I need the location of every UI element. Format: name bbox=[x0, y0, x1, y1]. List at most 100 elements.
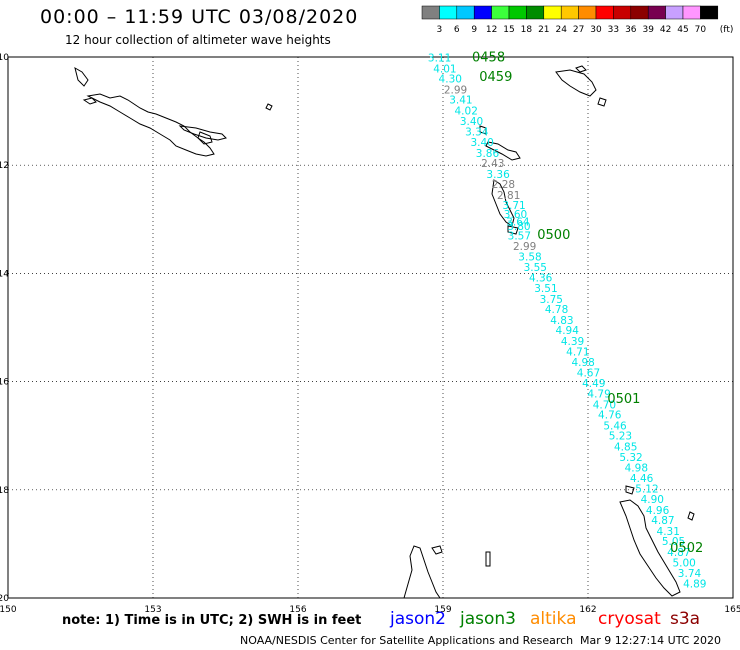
swh-value: 4.46 bbox=[630, 473, 654, 485]
coastline-island-g bbox=[431, 545, 443, 555]
legend-swatch bbox=[647, 5, 666, 20]
swh-value: 4.89 bbox=[683, 578, 706, 590]
mission-jason2: jason2 bbox=[390, 609, 446, 629]
time-label: 0458 bbox=[472, 50, 505, 65]
footer-note: note: 1) Time is in UTC; 2) SWH is in fe… bbox=[62, 613, 362, 628]
coastline-island-b bbox=[197, 131, 213, 145]
lon-tick-label: 156 bbox=[289, 605, 306, 615]
swh-value: 4.85 bbox=[614, 442, 637, 454]
swh-value: 2.28 bbox=[492, 179, 515, 191]
swh-value: 2.81 bbox=[497, 190, 520, 202]
legend-unit: (ft) bbox=[720, 25, 734, 35]
legend-label: 15 bbox=[503, 25, 514, 35]
coastline-bougainville-north bbox=[86, 93, 215, 157]
lon-tick-label: 162 bbox=[579, 605, 596, 615]
lat-tick-label: -20 bbox=[0, 594, 9, 604]
swh-value: 3.60 bbox=[504, 209, 527, 221]
swh-value: 3.71 bbox=[502, 200, 525, 212]
legend-swatch bbox=[421, 5, 440, 20]
legend-swatch bbox=[700, 5, 719, 20]
map-border bbox=[7, 56, 734, 599]
lat-tick-label: -10 bbox=[0, 53, 9, 63]
legend-swatch bbox=[560, 5, 579, 20]
swh-value: 4.70 bbox=[593, 399, 616, 411]
mission-jason3: jason3 bbox=[460, 609, 516, 629]
swh-value: 4.49 bbox=[582, 378, 605, 390]
swh-value: 3.55 bbox=[524, 262, 547, 274]
altimeter-track: 3.114.014.302.993.414.023.403.343.403.86… bbox=[428, 53, 707, 591]
swh-value: 4.67 bbox=[577, 367, 600, 379]
swh-value: 3.58 bbox=[518, 252, 541, 264]
swh-value: 2.43 bbox=[481, 158, 504, 170]
mission-s3a: s3a bbox=[670, 609, 701, 629]
time-label: 0501 bbox=[607, 392, 640, 407]
swh-value: 3.41 bbox=[449, 95, 472, 107]
swh-value: 4.30 bbox=[439, 74, 462, 86]
lon-tick-label: 165 bbox=[724, 605, 740, 615]
swh-value: 5.00 bbox=[672, 557, 695, 569]
swh-value: 3.57 bbox=[508, 231, 531, 243]
legend-label: 27 bbox=[573, 25, 584, 35]
swh-value: 4.90 bbox=[641, 494, 664, 506]
coastline-upper-right-b bbox=[575, 65, 587, 73]
legend-label: 6 bbox=[454, 25, 460, 35]
coastline-australia bbox=[403, 545, 441, 599]
lat-tick-label: -14 bbox=[0, 269, 9, 279]
legend-swatch bbox=[682, 5, 701, 20]
coastline-guadalcanal bbox=[485, 141, 521, 161]
swh-value: 3.11 bbox=[428, 53, 451, 65]
swh-value: 3.86 bbox=[476, 148, 500, 160]
legend-label: 9 bbox=[471, 25, 477, 35]
swh-value: 4.79 bbox=[587, 389, 610, 401]
coastline-rennell bbox=[507, 225, 519, 235]
coastline-makira bbox=[491, 179, 515, 227]
swh-value: 2.99 bbox=[513, 241, 536, 253]
legend-label: 45 bbox=[677, 25, 688, 35]
coastline-malaita bbox=[479, 125, 487, 135]
coastline-island-a bbox=[178, 125, 227, 141]
swh-value: 4.01 bbox=[433, 63, 456, 75]
coastline-island-f bbox=[687, 511, 695, 521]
coastline-island-c bbox=[82, 97, 97, 105]
time-label: 0500 bbox=[537, 228, 570, 243]
legend-swatch bbox=[508, 5, 527, 20]
legend-swatch bbox=[491, 5, 510, 20]
lon-tick-label: 153 bbox=[144, 605, 161, 615]
coastline-island-e bbox=[625, 485, 635, 495]
legend-label: 24 bbox=[555, 25, 567, 35]
lon-tick-label: 159 bbox=[434, 605, 451, 615]
swh-value: 3.40 bbox=[470, 137, 493, 149]
swh-value: 5.23 bbox=[609, 431, 632, 443]
legend-label: 36 bbox=[625, 25, 637, 35]
swh-value: 4.78 bbox=[545, 304, 568, 316]
generated-timestamp: Mar 9 12:27:14 UTC 2020 bbox=[580, 634, 721, 647]
swh-value: 3.80 bbox=[507, 221, 530, 233]
map-subtitle: 12 hour collection of altimeter wave hei… bbox=[65, 33, 331, 47]
coastline-upper-right-a bbox=[555, 69, 597, 97]
lat-tick-label: -18 bbox=[0, 486, 9, 496]
coastline-new-ireland bbox=[74, 66, 89, 87]
swh-value: 4.31 bbox=[657, 526, 680, 538]
coastline-island-d bbox=[265, 103, 273, 111]
legend-swatch bbox=[630, 5, 649, 20]
swh-value: 4.71 bbox=[566, 346, 589, 358]
legend-swatch bbox=[526, 5, 545, 20]
swh-value: 4.96 bbox=[646, 505, 670, 517]
swh-value: 4.98 bbox=[571, 357, 594, 369]
swh-value: 5.12 bbox=[635, 484, 658, 496]
swh-value: 3.74 bbox=[678, 568, 702, 580]
time-label: 0502 bbox=[670, 541, 703, 556]
legend-swatch bbox=[439, 5, 458, 20]
swh-value: 3.36 bbox=[486, 169, 510, 181]
legend-swatch bbox=[473, 5, 492, 20]
legend-swatch bbox=[543, 5, 562, 20]
swh-value: 2.99 bbox=[444, 84, 467, 96]
legend-label: 70 bbox=[695, 25, 707, 35]
map-title: 00:00 – 11:59 UTC 03/08/2020 bbox=[40, 6, 359, 28]
mission-altika: altika bbox=[530, 609, 577, 629]
legend-label: 21 bbox=[538, 25, 549, 35]
swh-value: 4.83 bbox=[550, 315, 573, 327]
legend-label: 42 bbox=[660, 25, 671, 35]
coastline-island-h bbox=[485, 551, 491, 567]
coastline-upper-right-c bbox=[597, 97, 607, 107]
